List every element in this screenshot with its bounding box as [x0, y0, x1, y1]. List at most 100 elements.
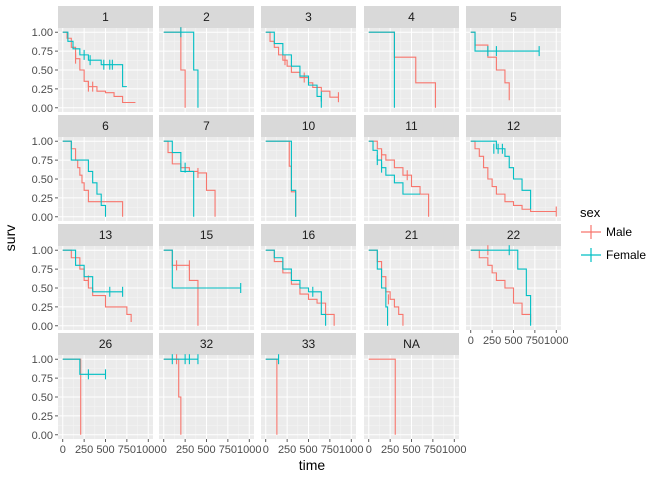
legend-item-male: Male — [581, 225, 632, 239]
y-tick-label: 0.50 — [32, 65, 53, 77]
y-tick-label: 0.00 — [32, 321, 53, 333]
km-curve-female — [163, 249, 241, 289]
legend: sex Male Female — [580, 205, 646, 262]
y-tick-label: 0.50 — [32, 392, 53, 404]
facet-strip-label: 21 — [405, 228, 419, 242]
km-curve-male — [62, 140, 124, 217]
km-curve-female — [470, 140, 532, 210]
y-tick-label: 0.00 — [32, 430, 53, 442]
y-tick-label: 1.00 — [32, 245, 53, 257]
facet-strip-label: 12 — [507, 119, 521, 133]
facet-strip-label: 6 — [102, 119, 109, 133]
x-tick-label: 250 — [483, 335, 501, 347]
km-curve-male — [265, 31, 339, 98]
y-tick-label: 0.25 — [32, 193, 53, 205]
x-tick-label: 1000 — [237, 444, 261, 456]
facet-strip-label: 32 — [200, 337, 214, 351]
facet-panel-NA: NA — [364, 333, 459, 439]
x-tick-label: 250 — [75, 444, 93, 456]
facet-strip-label: 33 — [302, 337, 316, 351]
x-tick-label: 750 — [424, 444, 442, 456]
legend-title: sex — [580, 205, 601, 220]
y-tick-label: 0.50 — [32, 174, 53, 186]
km-curve-female — [265, 140, 297, 217]
x-tick-label: 1000 — [339, 444, 363, 456]
km-curve-female — [470, 249, 532, 326]
axes: 0.00 0.25 0.50 0.75 1.00 0.00 0.25 0.50 0.75 1.00… — [32, 27, 569, 456]
facet-strip — [261, 6, 356, 28]
facet-strip — [261, 115, 356, 137]
facet-strip-label: 10 — [302, 119, 316, 133]
facet-panel-1: 1 — [58, 6, 153, 112]
y-tick-label: 0.75 — [32, 373, 53, 385]
y-tick-label: 0.25 — [32, 84, 53, 96]
facet-strip-label: 7 — [203, 119, 210, 133]
facet-panel-7: 7 — [159, 115, 254, 221]
y-tick-label: 0.75 — [32, 155, 53, 167]
y-tick-label: 0.25 — [32, 302, 53, 314]
x-tick-label: 0 — [366, 444, 372, 456]
facet-strip — [466, 6, 561, 28]
facet-strip-label: 26 — [99, 337, 113, 351]
x-tick-label: 0 — [468, 335, 474, 347]
y-tick-label: 0.00 — [32, 212, 53, 224]
y-tick-label: 1.00 — [32, 136, 53, 148]
facet-panel-15: 15 — [159, 224, 254, 330]
km-curve-male — [163, 140, 216, 217]
facet-strip — [58, 333, 153, 355]
km-curve-male — [368, 249, 404, 326]
facet-strip-label: 1 — [102, 10, 109, 24]
facet-strip — [364, 6, 459, 28]
legend-label-female: Female — [606, 248, 646, 262]
facet-panel-22: 22 — [466, 224, 561, 330]
km-curve-male — [62, 249, 132, 323]
facet-strip — [364, 115, 459, 137]
legend-label-male: Male — [606, 225, 632, 239]
km-curve-male — [368, 358, 396, 435]
facet-panel-6: 6 — [58, 115, 153, 221]
facet-panel-13: 13 — [58, 224, 153, 330]
x-axis-title: time — [299, 457, 326, 473]
km-curve-female — [265, 31, 322, 108]
x-tick-label: 1000 — [442, 444, 466, 456]
x-tick-label: 0 — [60, 444, 66, 456]
facet-strip-label: 5 — [510, 10, 517, 24]
x-tick-label: 500 — [96, 444, 114, 456]
facet-strip — [364, 333, 459, 355]
x-tick-label: 0 — [263, 444, 269, 456]
x-tick-label: 750 — [118, 444, 136, 456]
facet-strip — [58, 224, 153, 246]
km-curve-male — [470, 140, 557, 213]
facet-panel-3: 3 — [261, 6, 356, 112]
y-tick-label: 1.00 — [32, 354, 53, 366]
facet-panel-21: 21 — [364, 224, 459, 330]
facet-strip-label: 13 — [99, 228, 113, 242]
km-curve-female — [163, 140, 195, 217]
x-tick-label: 250 — [278, 444, 296, 456]
facet-strip-label: 11 — [405, 119, 418, 133]
km-curve-male — [368, 140, 430, 217]
y-tick-label: 0.75 — [32, 46, 53, 58]
facet-strip — [466, 224, 561, 246]
x-tick-label: 750 — [219, 444, 237, 456]
facet-panel-33: 33 — [261, 333, 356, 439]
km-curve-male — [265, 249, 335, 326]
facet-panel-4: 4 — [364, 6, 459, 112]
km-curve-female — [368, 249, 389, 326]
x-tick-label: 500 — [299, 444, 317, 456]
legend-item-female: Female — [581, 248, 646, 262]
km-curve-female — [62, 358, 106, 375]
y-axis-title: surv — [2, 225, 18, 251]
y-tick-label: 1.00 — [32, 27, 53, 39]
facet-strip — [261, 333, 356, 355]
km-curve-female — [62, 31, 127, 88]
km-curve-female — [265, 249, 327, 326]
facet-panel-32: 32 — [159, 333, 254, 439]
facet-panel-26: 26 — [58, 333, 153, 439]
facet-strip — [159, 6, 254, 28]
facet-strip-label: 4 — [408, 10, 415, 24]
km-curve-male — [470, 249, 532, 323]
facet-panel-2: 2 — [159, 6, 254, 112]
facet-panel-5: 5 — [466, 6, 561, 112]
